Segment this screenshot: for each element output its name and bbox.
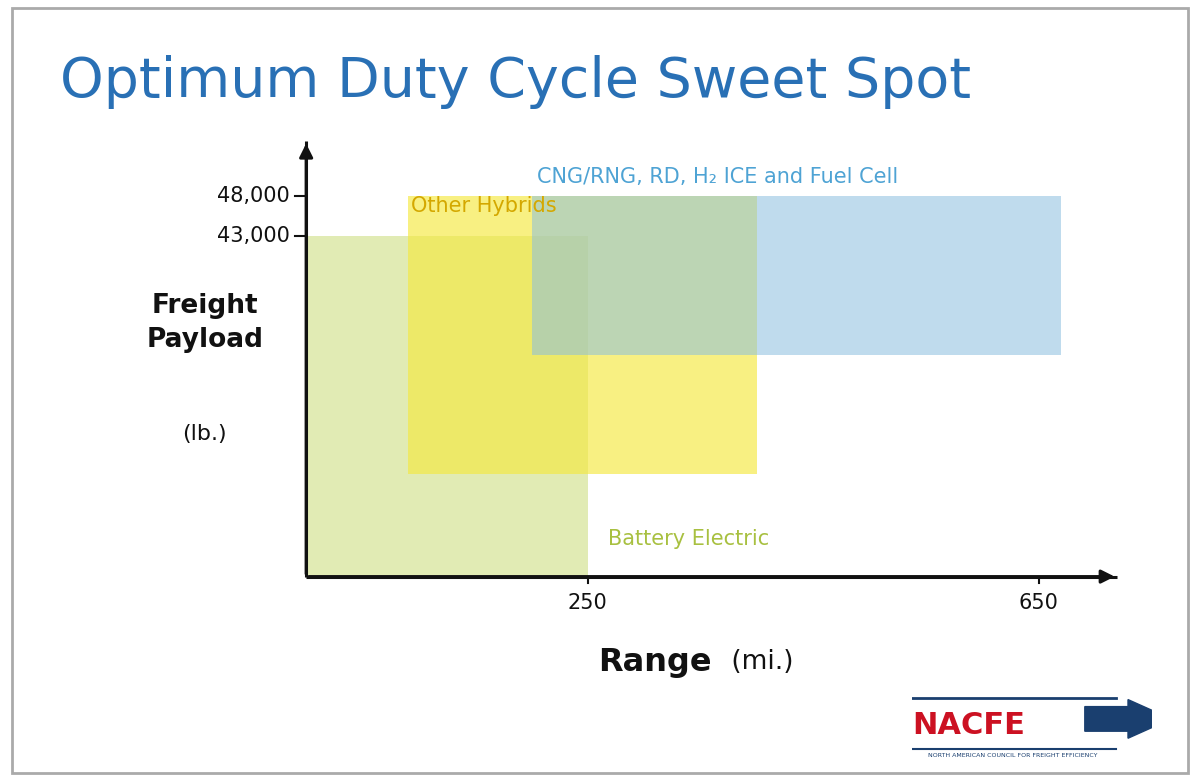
Text: 48,000: 48,000 (217, 187, 289, 206)
Text: Range: Range (599, 647, 712, 678)
Text: 250: 250 (568, 593, 607, 613)
Bar (532, 196, 1061, 355)
Text: 650: 650 (1019, 593, 1058, 613)
Text: (lb.): (lb.) (182, 424, 227, 444)
Text: 43,000: 43,000 (217, 226, 289, 246)
FancyArrow shape (1085, 700, 1171, 738)
Bar (306, 236, 588, 576)
Text: NACFE: NACFE (912, 711, 1025, 740)
Bar (408, 196, 757, 473)
Text: CNG/RNG, RD, H₂ ICE and Fuel Cell: CNG/RNG, RD, H₂ ICE and Fuel Cell (538, 167, 899, 187)
Text: Battery Electric: Battery Electric (608, 529, 769, 549)
Text: (mi.): (mi.) (724, 649, 793, 675)
Text: Other Hybrids: Other Hybrids (410, 196, 557, 216)
Text: Optimum Duty Cycle Sweet Spot: Optimum Duty Cycle Sweet Spot (60, 55, 971, 109)
Text: Freight
Payload: Freight Payload (146, 293, 263, 353)
Text: NORTH AMERICAN COUNCIL FOR FREIGHT EFFICIENCY: NORTH AMERICAN COUNCIL FOR FREIGHT EFFIC… (928, 753, 1098, 758)
